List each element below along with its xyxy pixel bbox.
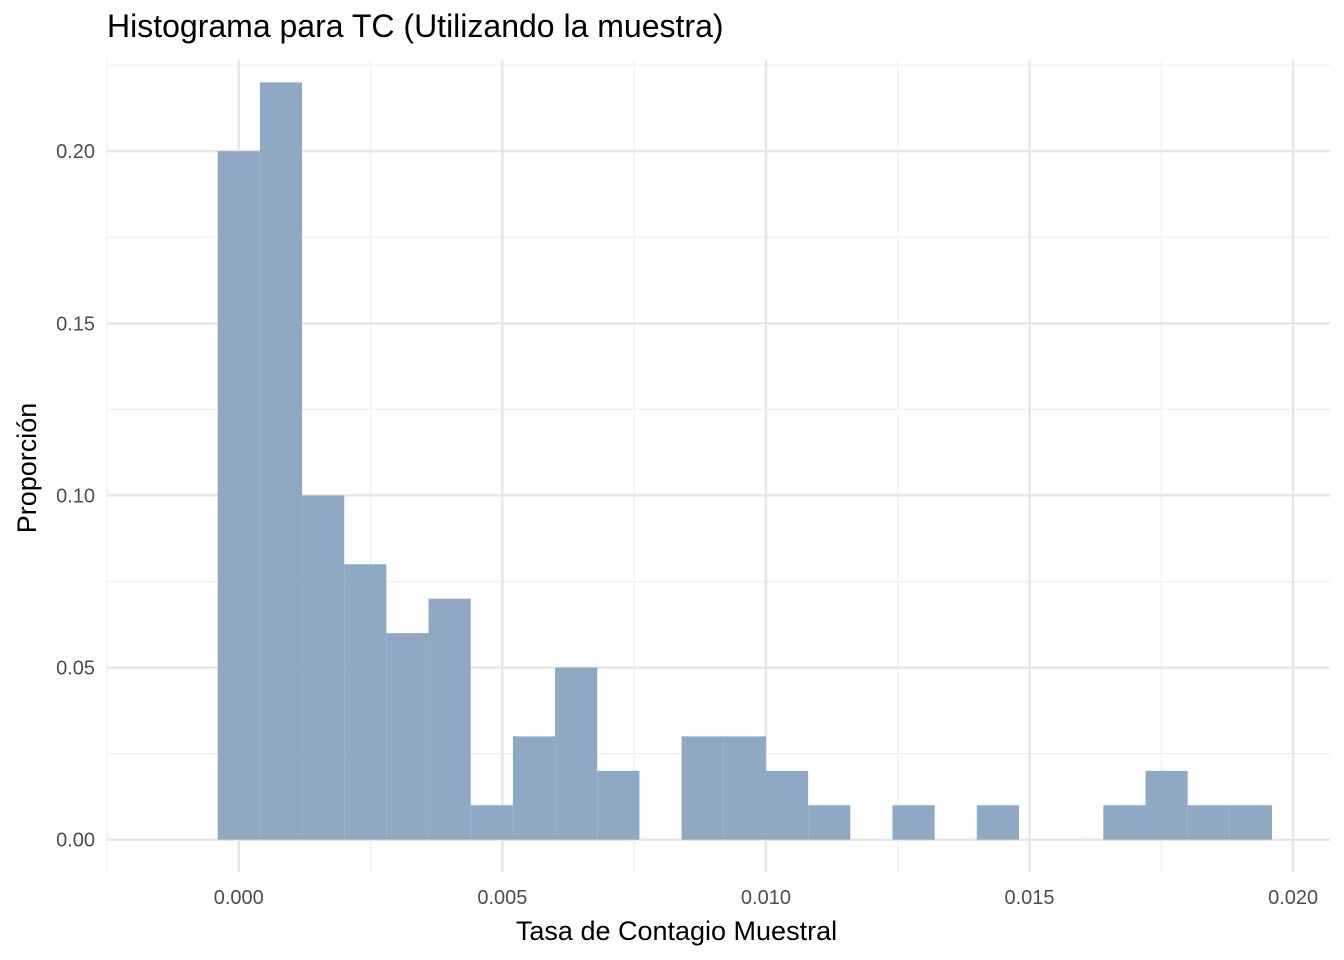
histogram-bar bbox=[217, 151, 260, 840]
x-tick-label: 0.010 bbox=[741, 887, 791, 909]
y-tick-label: 0.20 bbox=[56, 141, 95, 163]
histogram-bar bbox=[765, 770, 809, 840]
histogram-bar bbox=[1145, 770, 1188, 840]
y-tick-label: 0.05 bbox=[56, 658, 95, 680]
y-tick-label: 0.10 bbox=[56, 485, 95, 507]
chart-title: Histograma para TC (Utilizando la muestr… bbox=[107, 8, 724, 44]
histogram-bar bbox=[512, 736, 556, 840]
x-axis-tick-labels: 0.000 0.005 0.010 0.015 0.020 bbox=[214, 887, 1318, 909]
histogram-bar bbox=[470, 805, 513, 840]
histogram-bar bbox=[386, 633, 429, 840]
histogram-bar bbox=[428, 598, 471, 840]
y-axis-title: Proporción bbox=[12, 403, 42, 534]
histogram-bar bbox=[1229, 805, 1273, 840]
y-tick-label: 0.00 bbox=[56, 830, 95, 852]
histogram-bar bbox=[259, 82, 303, 840]
histogram-bar bbox=[555, 667, 598, 840]
x-axis-title: Tasa de Contagio Muestral bbox=[516, 916, 837, 946]
histogram-bar bbox=[808, 805, 851, 840]
histogram-bar bbox=[1187, 805, 1230, 840]
histogram-bar bbox=[723, 736, 766, 840]
histogram-bar bbox=[302, 495, 345, 840]
x-tick-label: 0.015 bbox=[1004, 887, 1054, 909]
histogram-bar bbox=[681, 736, 724, 840]
y-axis-tick-labels: 0.00 0.05 0.10 0.15 0.20 bbox=[56, 141, 95, 851]
histogram-bar bbox=[976, 805, 1019, 840]
y-tick-label: 0.15 bbox=[56, 313, 95, 335]
histogram-bar bbox=[1103, 805, 1146, 840]
histogram-bars bbox=[217, 82, 1273, 840]
histogram-bar bbox=[597, 770, 640, 840]
histogram-bar bbox=[892, 805, 935, 840]
x-tick-label: 0.000 bbox=[214, 887, 264, 909]
histogram-bar bbox=[344, 564, 387, 840]
x-tick-label: 0.005 bbox=[477, 887, 527, 909]
x-tick-label: 0.020 bbox=[1268, 887, 1318, 909]
